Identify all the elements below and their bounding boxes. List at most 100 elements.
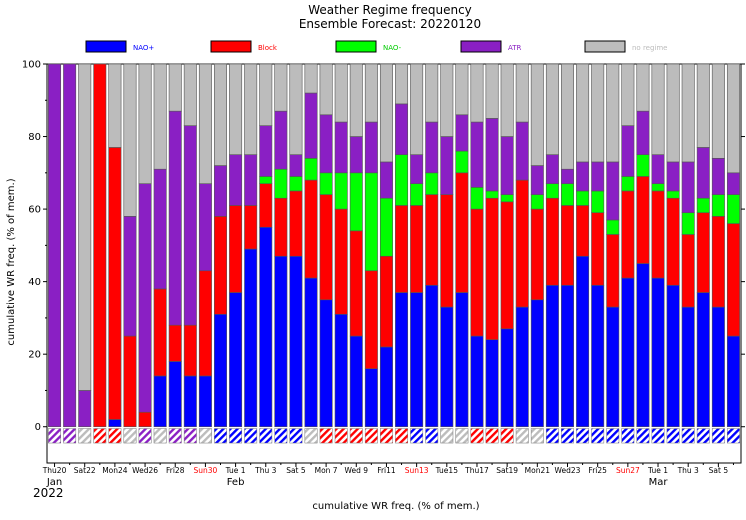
bar-segment (726, 194, 740, 224)
bar-segment (364, 63, 378, 123)
x-tick-label: Wed 9 (345, 466, 369, 475)
bar-segment (63, 63, 77, 428)
bar-column (183, 63, 197, 428)
bar-segment (681, 212, 695, 235)
bar-column (636, 63, 650, 428)
bar-segment (153, 168, 167, 290)
bar-column (515, 63, 529, 428)
regime-marker (485, 428, 499, 444)
bar-column (576, 63, 590, 428)
bar-segment (470, 335, 484, 428)
bar-segment (410, 205, 424, 293)
bar-segment (545, 183, 559, 199)
bar-segment (334, 172, 348, 210)
bar-column (123, 63, 137, 428)
regime-marker (108, 428, 122, 444)
x-tick-label: Fri25 (588, 466, 607, 475)
bar-segment (289, 176, 303, 192)
bar-segment (319, 172, 333, 195)
bar-segment (515, 121, 529, 181)
bar-segment (530, 208, 544, 301)
bar-segment (621, 190, 635, 279)
y-tick-label: 100 (22, 60, 41, 71)
bar-segment (726, 223, 740, 337)
regime-marker (530, 428, 544, 444)
bar-segment (515, 306, 529, 428)
bar-column (48, 63, 62, 428)
bar-segment (621, 63, 635, 126)
bar-segment (666, 284, 680, 428)
regime-marker (410, 428, 424, 444)
bar-segment (455, 150, 469, 174)
bar-segment (425, 172, 439, 195)
bar-column (681, 63, 695, 428)
bar-segment (138, 411, 152, 428)
regime-marker (153, 428, 167, 444)
bar-segment (274, 168, 288, 199)
bar-segment (349, 63, 363, 137)
legend-label: ATR (508, 44, 522, 52)
bar-segment (440, 136, 454, 195)
bar-segment (591, 63, 605, 163)
bar-segment (334, 121, 348, 174)
bar-segment (304, 277, 318, 428)
bar-segment (636, 154, 650, 177)
bar-column (198, 63, 212, 428)
bar-segment (229, 63, 243, 155)
regime-marker (727, 428, 740, 444)
bar-segment (244, 205, 258, 250)
bar-segment (259, 226, 273, 428)
x-tick-label: Sun30 (194, 466, 218, 475)
regime-marker (621, 428, 635, 444)
bar-segment (379, 255, 393, 348)
bar-segment (530, 63, 544, 166)
bar-segment (168, 110, 182, 326)
bar-segment (229, 292, 243, 428)
bar-segment (681, 63, 695, 163)
month-label: Mar (649, 477, 669, 488)
bar-segment (606, 63, 620, 163)
regime-marker (470, 428, 484, 444)
bar-segment (274, 255, 288, 428)
bar-segment (440, 63, 454, 137)
bar-segment (395, 292, 409, 428)
bar-segment (289, 255, 303, 428)
bar-column (395, 63, 409, 428)
x-tick-label: Fri11 (377, 466, 396, 475)
bar-column (214, 63, 227, 428)
bar-segment (485, 197, 499, 340)
bar-segment (123, 335, 137, 428)
bar-segment (561, 284, 574, 428)
bar-segment (364, 121, 378, 174)
bar-column (726, 63, 740, 428)
bar-segment (304, 179, 318, 279)
bar-segment (696, 212, 710, 293)
bar-segment (425, 121, 439, 174)
bar-segment (410, 63, 424, 155)
bar-column (470, 63, 484, 428)
bar-segment (410, 292, 424, 428)
x-tick-label: Fri28 (166, 466, 185, 475)
bar-column (289, 63, 303, 428)
bar-segment (636, 63, 650, 112)
regime-marker (666, 428, 680, 444)
bar-segment (198, 375, 212, 428)
legend-label: NAO+ (133, 44, 154, 52)
regime-marker (229, 428, 243, 444)
bar-segment (696, 197, 710, 214)
plot-area: 0 20 40 60 80 100 (22, 60, 745, 464)
legend-item: Block (210, 40, 278, 53)
bar-segment (515, 179, 529, 308)
bar-segment (425, 63, 439, 123)
bar-column (229, 63, 243, 428)
bar-column (530, 63, 544, 428)
bar-segment (711, 63, 725, 159)
x-tick-label: Tue15 (435, 466, 459, 475)
x-tick-label: Wed26 (132, 466, 158, 475)
bar-segment (545, 197, 559, 286)
bar-segment (455, 114, 469, 152)
bar-segment (379, 197, 393, 257)
x-tick-label: Mon 7 (315, 466, 338, 475)
